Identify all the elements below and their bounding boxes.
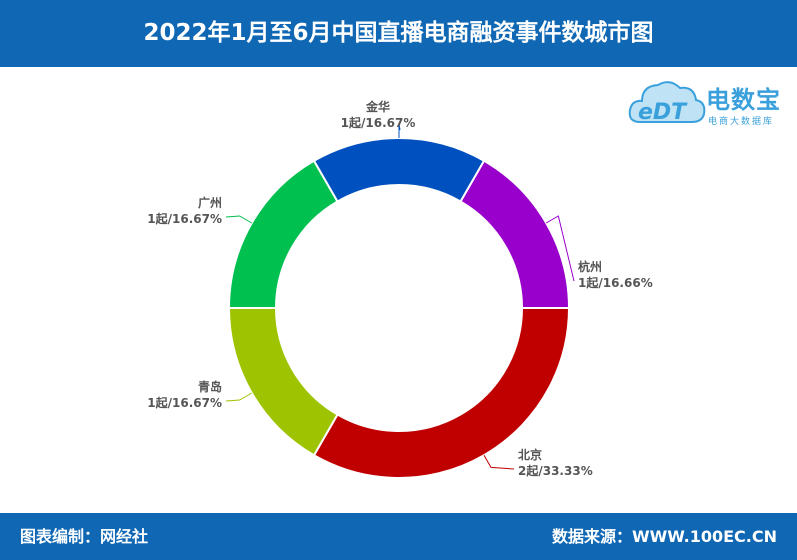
slice-name-label: 广州: [198, 195, 222, 210]
footer-credit: 图表编制：网经社: [20, 527, 149, 546]
donut-slice-金华: [312, 137, 486, 203]
slice-name-label: 北京: [518, 447, 542, 462]
footer-source: 数据来源：WWW.100EC.CN: [551, 527, 777, 546]
donut-slice-杭州: [459, 159, 571, 309]
logo-subtitle: 电商大数据库: [708, 117, 775, 127]
leader-line-金华: [398, 123, 401, 138]
donut-slice-广州: [227, 159, 339, 309]
slice-name-label: 青岛: [198, 379, 222, 394]
slice-value-label: 1起/16.67%: [341, 115, 416, 130]
slice-value-label: 1起/16.67%: [147, 211, 222, 226]
leader-line-青岛: [225, 392, 253, 402]
leader-line-广州: [225, 215, 253, 224]
logo-mark: eDT: [638, 100, 687, 125]
slice-name-label: 杭州: [578, 259, 602, 274]
slice-value-label: 1起/16.67%: [147, 395, 222, 410]
footer-bar: 图表编制：网经社 数据来源：WWW.100EC.CN: [0, 513, 797, 560]
leader-line-杭州: [545, 215, 575, 282]
donut-chart: 杭州1起/16.66%北京2起/33.33%青岛1起/16.67%广州1起/16…: [147, 99, 653, 479]
title-bar: 2022年1月至6月中国直播电商融资事件数城市图: [0, 0, 797, 67]
donut-slice-北京: [312, 307, 571, 479]
leader-line-北京: [483, 454, 515, 470]
slice-value-label: 2起/33.33%: [518, 463, 593, 478]
slice-value-label: 1起/16.66%: [578, 275, 653, 290]
donut-slice-青岛: [227, 307, 339, 457]
chart-title: 2022年1月至6月中国直播电商融资事件数城市图: [143, 20, 654, 46]
brand-logo: eDT 电数宝 电商大数据库: [628, 74, 793, 134]
cloud-logo-icon: [628, 81, 706, 123]
logo-name: 电数宝: [706, 86, 781, 114]
slice-name-label: 金华: [365, 99, 390, 114]
